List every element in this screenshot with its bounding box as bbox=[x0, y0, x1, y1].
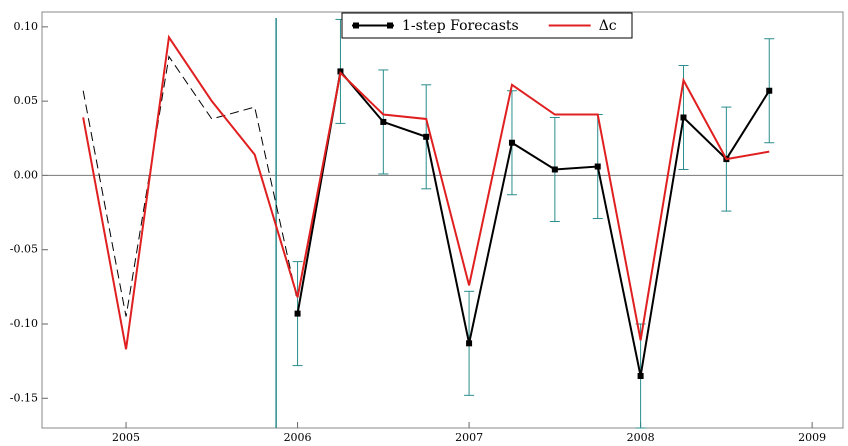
legend-label: 1-step Forecasts bbox=[402, 18, 519, 34]
point bbox=[594, 163, 601, 170]
x-tick-label: 2005 bbox=[112, 431, 140, 444]
point bbox=[637, 373, 644, 379]
y-tick-label: -0.05 bbox=[10, 243, 38, 256]
plot-frame bbox=[41, 11, 844, 429]
x-tick-label: 2007 bbox=[455, 431, 483, 444]
y-tick-label: 0.05 bbox=[14, 94, 39, 107]
series-line bbox=[296, 69, 771, 377]
point bbox=[423, 133, 430, 140]
legend-label: Δc bbox=[599, 18, 617, 34]
legend-marker bbox=[353, 22, 359, 29]
point bbox=[466, 340, 473, 347]
y-tick-label: -0.10 bbox=[10, 317, 38, 330]
x-tick-label: 2006 bbox=[284, 431, 312, 444]
legend-marker bbox=[387, 22, 393, 29]
point bbox=[294, 310, 301, 317]
point bbox=[380, 118, 387, 125]
series-line bbox=[82, 55, 299, 317]
point bbox=[680, 114, 687, 121]
y-tick-label: -0.15 bbox=[10, 391, 38, 404]
point bbox=[766, 87, 773, 94]
x-tick-label: 2009 bbox=[798, 431, 826, 444]
y-tick-label: 0.10 bbox=[14, 20, 39, 33]
y-tick-label: 0.00 bbox=[14, 168, 39, 181]
point bbox=[551, 166, 558, 173]
point bbox=[508, 139, 515, 146]
series-line bbox=[82, 34, 770, 350]
x-tick-label: 2008 bbox=[627, 431, 655, 444]
point bbox=[337, 68, 344, 75]
